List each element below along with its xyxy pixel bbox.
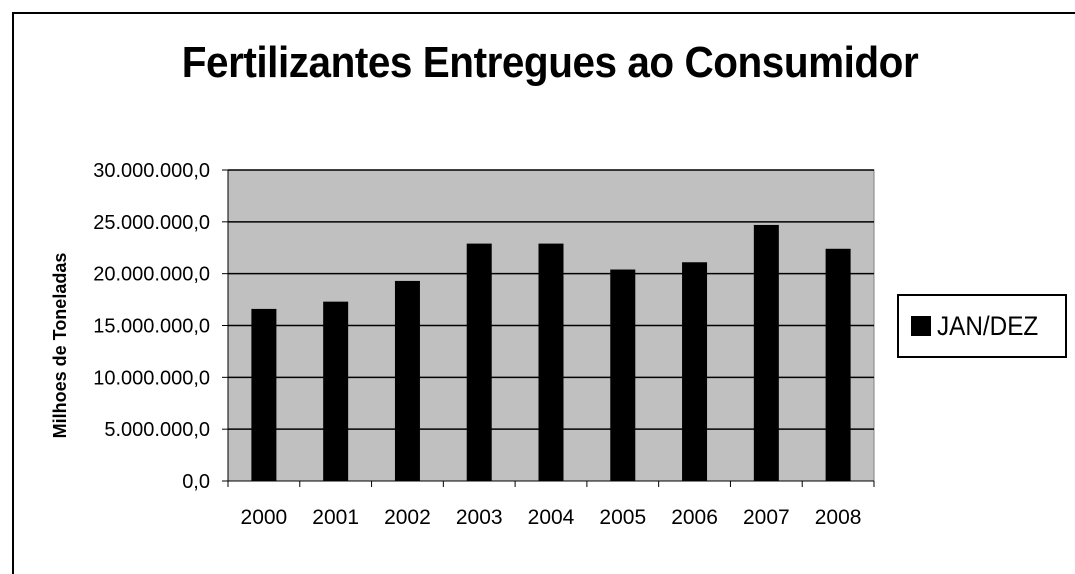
legend: JAN/DEZ bbox=[897, 294, 1067, 358]
legend-label: JAN/DEZ bbox=[937, 310, 1039, 341]
x-tick-label: 2000 bbox=[241, 506, 288, 529]
legend-swatch bbox=[911, 316, 931, 336]
y-tick-label: 15.000.000,0 bbox=[93, 316, 210, 338]
bar-2005 bbox=[610, 269, 636, 481]
bar-2007 bbox=[753, 224, 779, 481]
bar-chart: 2000 2001 2002 2003 2004 2005 2006 2007 2008 0,0… bbox=[50, 160, 875, 529]
chart-title: Fertilizantes Entregues ao Consumidor bbox=[181, 38, 919, 87]
y-tick-label: 0,0 bbox=[182, 471, 210, 493]
y-tick-label: 25.000.000,0 bbox=[93, 212, 210, 234]
x-tick-label: 2004 bbox=[528, 506, 575, 529]
x-tick-label: 2001 bbox=[312, 506, 359, 529]
bar-2006 bbox=[682, 262, 708, 481]
x-axis: 2000 2001 2002 2003 2004 2005 2006 2007 2008 bbox=[227, 480, 875, 529]
y-tick-label: 20.000.000,0 bbox=[93, 264, 210, 286]
x-tick-label: 2007 bbox=[743, 506, 790, 529]
bar-2003 bbox=[466, 243, 492, 481]
x-tick-label: 2002 bbox=[384, 506, 431, 529]
chart-frame bbox=[12, 12, 1075, 574]
x-tick-label: 2005 bbox=[599, 506, 646, 529]
x-tick-label: 2006 bbox=[671, 506, 718, 529]
bar-2004 bbox=[538, 243, 564, 481]
y-tick-label: 10.000.000,0 bbox=[93, 367, 210, 389]
bars bbox=[251, 224, 851, 481]
bar-2008 bbox=[825, 248, 851, 481]
bar-2000 bbox=[251, 308, 277, 481]
x-tick-label: 2008 bbox=[815, 506, 862, 529]
x-tick-label: 2003 bbox=[456, 506, 503, 529]
bar-2002 bbox=[394, 280, 420, 481]
y-tick-label: 5.000.000,0 bbox=[104, 419, 210, 441]
y-tick-label: 30.000.000,0 bbox=[93, 160, 210, 182]
y-axis: 0,0 5.000.000,0 10.000.000,0 15.000.000,0 20… bbox=[93, 160, 229, 493]
y-axis-label: Milhoes de Toneladas bbox=[50, 253, 70, 439]
bar-2001 bbox=[323, 301, 349, 481]
